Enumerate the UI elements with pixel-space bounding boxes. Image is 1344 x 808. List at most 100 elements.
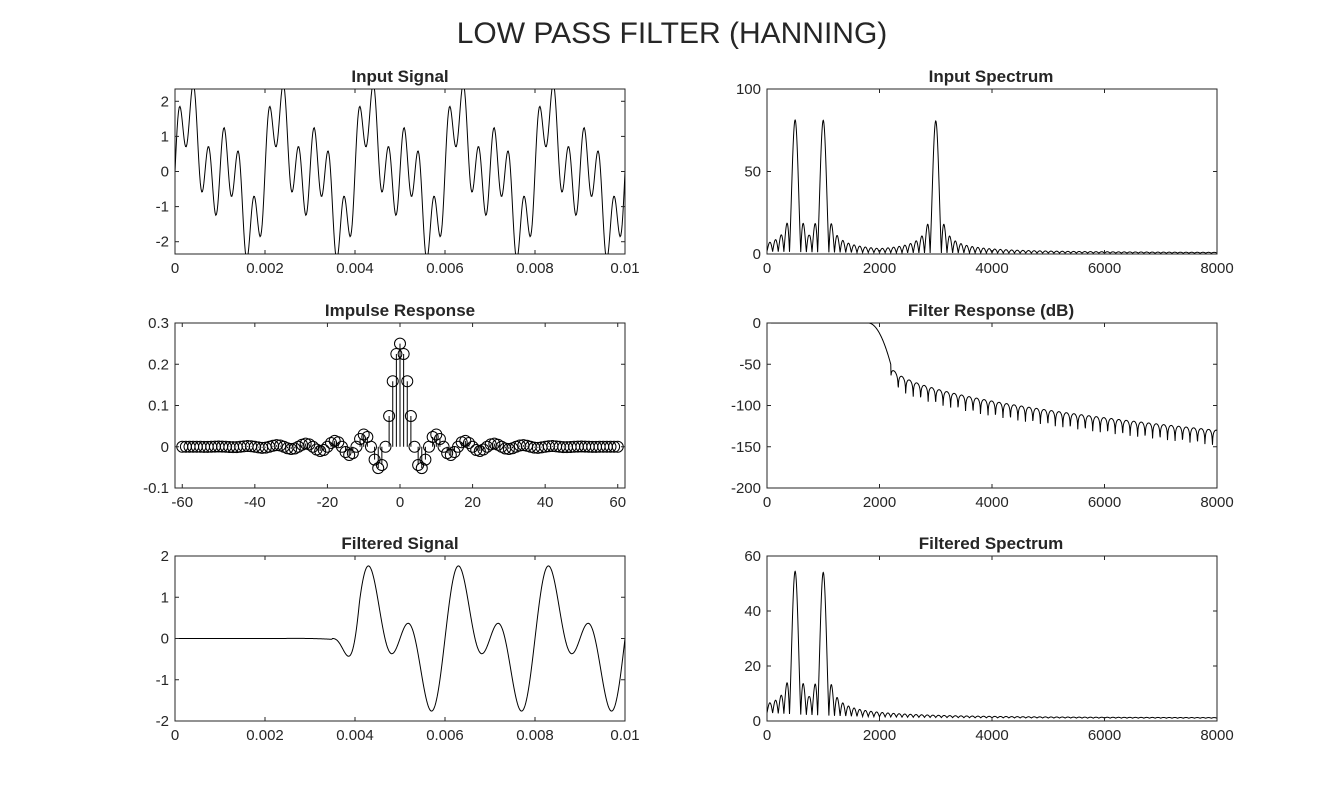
x-tick-label: 20 (464, 494, 481, 511)
impulse-marker (408, 440, 421, 453)
x-tick-label: 0.01 (610, 727, 639, 744)
y-tick-label: -1 (156, 672, 169, 689)
x-tick-label: 60 (609, 494, 626, 511)
y-tick-label: 2 (161, 548, 169, 565)
impulse-marker (426, 430, 439, 443)
y-tick-label: 1 (161, 128, 169, 145)
input-signal-title: Input Signal (351, 67, 448, 86)
x-tick-label: 0 (171, 260, 179, 277)
x-tick-label: -40 (244, 494, 266, 511)
impulse-marker (364, 440, 377, 453)
x-tick-label: 2000 (863, 727, 896, 744)
y-tick-label: -100 (731, 398, 761, 415)
y-tick-label: 20 (744, 658, 761, 675)
x-tick-label: 8000 (1200, 727, 1233, 744)
impulse-marker (332, 436, 345, 449)
y-tick-label: 0 (161, 164, 169, 181)
y-tick-label: 2 (161, 93, 169, 110)
figure-title: LOW PASS FILTER (HANNING) (457, 17, 888, 50)
y-tick-label: 50 (744, 164, 761, 181)
x-tick-label: 0.008 (516, 727, 554, 744)
y-tick-label: 0.1 (148, 398, 169, 415)
y-tick-label: -150 (731, 439, 761, 456)
y-tick-label: -2 (156, 713, 169, 730)
impulse-marker (452, 440, 465, 453)
impulse-marker (350, 440, 363, 453)
filtered-signal-axes: Filtered Signal 0 0.002 0.004 0.006 0.008 0.0… (156, 534, 640, 744)
impulse-marker (390, 347, 403, 360)
x-tick-label: 2000 (863, 260, 896, 277)
y-tick-label: -50 (739, 356, 761, 373)
filter-response-trace (767, 323, 1217, 445)
x-tick-label: 8000 (1200, 494, 1233, 511)
impulse-marker (430, 428, 443, 441)
y-tick-label: 0 (753, 713, 761, 730)
impulse-marker (372, 462, 385, 475)
x-tick-label: 0 (396, 494, 404, 511)
impulse-marker (375, 459, 388, 472)
input-spectrum-plot-area (766, 88, 1218, 255)
impulse-marker (608, 440, 621, 453)
filtered-signal-data (175, 565, 625, 712)
impulse-marker (397, 347, 410, 360)
x-tick-label: 0.01 (610, 260, 639, 277)
impulse-marker (285, 442, 298, 455)
input-spectrum-axes: Input Spectrum 0 2000 4000 6000 8000 0 50 100 (736, 67, 1234, 277)
y-tick-label: 0 (753, 315, 761, 332)
filter-response-data (767, 323, 1217, 445)
x-tick-label: 0.002 (246, 727, 284, 744)
x-tick-label: -20 (317, 494, 339, 511)
impulse-marker (317, 443, 330, 456)
input-signal-axes: Input Signal 0 0.002 0.004 0.006 0.008 0.01 -2… (156, 67, 640, 277)
impulse-marker (383, 409, 396, 422)
x-tick-label: 0 (763, 494, 771, 511)
input-spectrum-title: Input Spectrum (929, 67, 1054, 86)
x-tick-label: 0.006 (426, 727, 464, 744)
impulse-marker (415, 462, 428, 475)
impulse-marker (379, 440, 392, 453)
x-tick-label: 4000 (975, 727, 1008, 744)
x-tick-label: 4000 (975, 260, 1008, 277)
y-tick-label: 0.2 (148, 356, 169, 373)
impulse-marker (437, 440, 450, 453)
filter-response-axes: Filter Response (dB) 0 2000 4000 6000 8000 -2… (731, 301, 1234, 511)
y-tick-label: 1 (161, 589, 169, 606)
y-tick-label: 60 (744, 548, 761, 565)
x-tick-label: 40 (537, 494, 554, 511)
x-tick-label: 0.008 (516, 260, 554, 277)
impulse-marker (339, 446, 352, 459)
impulse-marker (270, 439, 283, 452)
y-tick-label: 40 (744, 603, 761, 620)
x-tick-label: 8000 (1200, 260, 1233, 277)
input-signal-trace (175, 89, 625, 254)
impulse-marker (419, 453, 432, 466)
x-tick-label: 0.004 (336, 727, 374, 744)
x-tick-label: 0.006 (426, 260, 464, 277)
impulse-marker (394, 337, 406, 350)
impulse-marker (321, 440, 334, 453)
impulse-marker (354, 432, 367, 445)
x-tick-label: 0 (763, 727, 771, 744)
impulse-marker (306, 440, 319, 453)
impulse-marker (444, 448, 457, 461)
x-tick-label: 0 (763, 260, 771, 277)
impulse-marker (404, 409, 417, 422)
impulse-marker (466, 440, 479, 453)
x-tick-label: 6000 (1088, 260, 1121, 277)
x-tick-label: 6000 (1088, 727, 1121, 744)
y-tick-label: 0 (753, 246, 761, 263)
impulse-response-data (176, 337, 624, 475)
filtered-signal-title: Filtered Signal (341, 534, 458, 553)
y-tick-label: 100 (736, 81, 761, 98)
x-tick-label: -60 (171, 494, 193, 511)
y-tick-label: 0 (161, 631, 169, 648)
y-tick-label: -200 (731, 480, 761, 497)
x-tick-label: 6000 (1088, 494, 1121, 511)
filtered-spectrum-axes: Filtered Spectrum 0 2000 4000 6000 8000 0 20 40… (744, 534, 1233, 744)
filtered-spectrum-plot-area (766, 555, 1218, 722)
impulse-marker (604, 440, 617, 453)
y-tick-label: 0.3 (148, 315, 169, 332)
y-tick-label: -2 (156, 234, 169, 251)
x-tick-label: 0 (171, 727, 179, 744)
